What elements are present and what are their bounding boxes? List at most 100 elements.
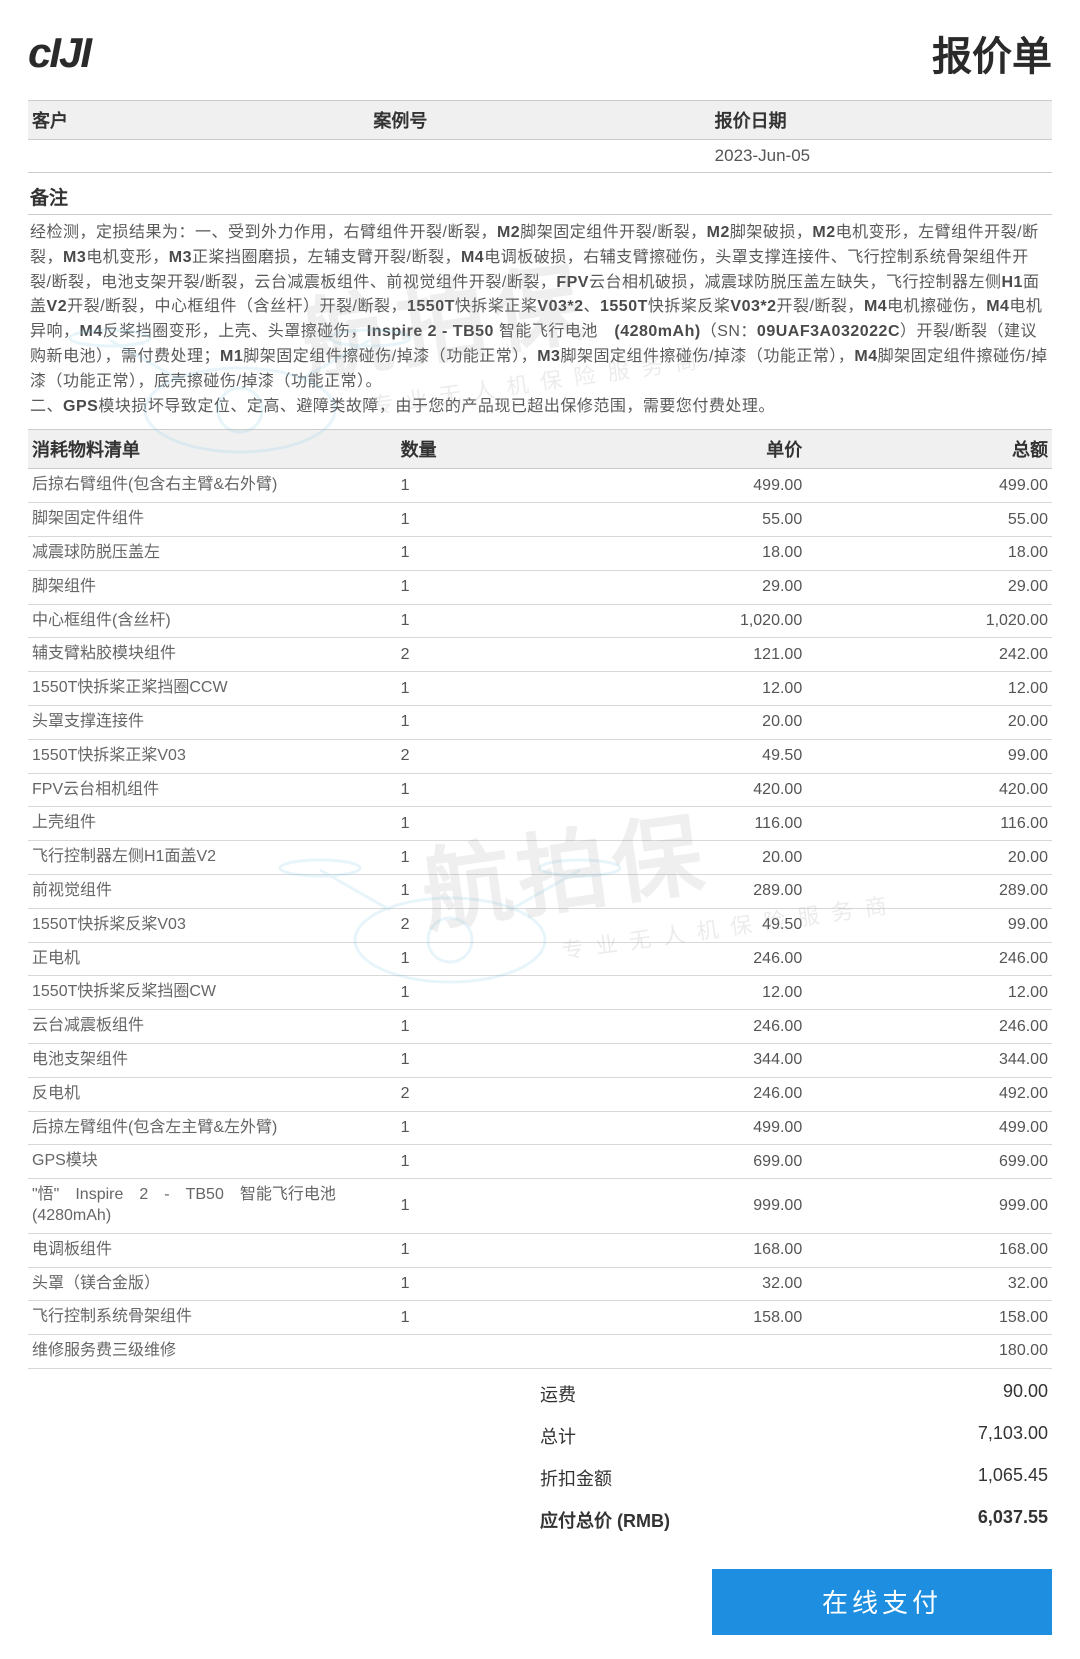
summary-value: 1,065.45 xyxy=(804,1465,1048,1491)
table-row: 头罩支撑连接件120.0020.00 xyxy=(28,706,1052,740)
summary-row: 总计7,103.00 xyxy=(28,1415,1052,1457)
item-total: 499.00 xyxy=(806,471,1052,501)
item-total: 246.00 xyxy=(806,1012,1052,1042)
item-total: 18.00 xyxy=(806,538,1052,568)
item-unit: 499.00 xyxy=(540,471,806,501)
table-row: 电池支架组件1344.00344.00 xyxy=(28,1044,1052,1078)
item-total: 999.00 xyxy=(806,1191,1052,1221)
items-header-name: 消耗物料清单 xyxy=(28,430,397,468)
item-name: 中心框组件(含丝杆) xyxy=(28,605,397,638)
item-name: 头罩支撑连接件 xyxy=(28,706,397,739)
summary-value: 6,037.55 xyxy=(804,1507,1048,1533)
item-name: 反电机 xyxy=(28,1078,397,1111)
item-qty: 1 xyxy=(397,572,540,602)
summary-container: 运费90.00总计7,103.00折扣金额1,065.45应付总价 (RMB)6… xyxy=(28,1373,1052,1541)
item-qty: 1 xyxy=(397,1191,540,1221)
item-unit: 420.00 xyxy=(540,775,806,805)
item-qty xyxy=(397,1345,540,1357)
item-qty: 1 xyxy=(397,471,540,501)
item-qty: 1 xyxy=(397,606,540,636)
table-row: 1550T快拆桨反桨挡圈CW112.0012.00 xyxy=(28,976,1052,1010)
item-qty: 2 xyxy=(397,741,540,771)
item-qty: 1 xyxy=(397,707,540,737)
item-name: 电调板组件 xyxy=(28,1234,397,1267)
item-name: 正电机 xyxy=(28,943,397,976)
item-total: 20.00 xyxy=(806,843,1052,873)
item-name: 1550T快拆桨正桨V03 xyxy=(28,740,397,773)
summary-row: 运费90.00 xyxy=(28,1373,1052,1415)
table-row: FPV云台相机组件1420.00420.00 xyxy=(28,774,1052,808)
item-total: 246.00 xyxy=(806,944,1052,974)
item-unit: 29.00 xyxy=(540,572,806,602)
item-total: 158.00 xyxy=(806,1303,1052,1333)
table-row: 电调板组件1168.00168.00 xyxy=(28,1234,1052,1268)
item-total: 420.00 xyxy=(806,775,1052,805)
item-name: 云台减震板组件 xyxy=(28,1010,397,1043)
item-total: 12.00 xyxy=(806,674,1052,704)
item-name: 前视觉组件 xyxy=(28,875,397,908)
table-row: GPS模块1699.00699.00 xyxy=(28,1145,1052,1179)
item-qty: 1 xyxy=(397,1045,540,1075)
item-unit: 32.00 xyxy=(540,1269,806,1299)
summary-label: 总计 xyxy=(540,1423,804,1449)
brand-logo: cIJI xyxy=(28,29,90,77)
item-unit: 168.00 xyxy=(540,1235,806,1265)
summary-label: 折扣金额 xyxy=(540,1465,804,1491)
pay-online-button[interactable]: 在线支付 xyxy=(712,1569,1052,1635)
item-unit: 158.00 xyxy=(540,1303,806,1333)
item-total: 116.00 xyxy=(806,809,1052,839)
table-row: 1550T快拆桨正桨V03249.5099.00 xyxy=(28,740,1052,774)
items-header-qty: 数量 xyxy=(397,430,540,468)
item-name: 维修服务费三级维修 xyxy=(28,1335,397,1368)
item-qty: 1 xyxy=(397,1269,540,1299)
item-qty: 1 xyxy=(397,775,540,805)
item-qty: 1 xyxy=(397,1235,540,1265)
table-row: 飞行控制器左侧H1面盖V2120.0020.00 xyxy=(28,841,1052,875)
item-total: 180.00 xyxy=(806,1336,1052,1366)
item-name: 脚架固定件组件 xyxy=(28,503,397,536)
item-qty: 2 xyxy=(397,640,540,670)
item-name: 头罩（镁合金版） xyxy=(28,1268,397,1301)
item-total: 168.00 xyxy=(806,1235,1052,1265)
item-unit: 246.00 xyxy=(540,944,806,974)
item-unit: 49.50 xyxy=(540,910,806,940)
item-unit: 12.00 xyxy=(540,978,806,1008)
item-total: 1,020.00 xyxy=(806,606,1052,636)
item-name: 1550T快拆桨反桨V03 xyxy=(28,909,397,942)
info-value-customer xyxy=(28,140,369,172)
item-qty: 1 xyxy=(397,505,540,535)
summary-row: 应付总价 (RMB)6,037.55 xyxy=(28,1499,1052,1541)
table-row: 反电机2246.00492.00 xyxy=(28,1078,1052,1112)
item-qty: 1 xyxy=(397,944,540,974)
summary-label: 应付总价 (RMB) xyxy=(540,1507,804,1533)
table-row: 维修服务费三级维修 180.00 xyxy=(28,1335,1052,1369)
item-name: 减震球防脱压盖左 xyxy=(28,537,397,570)
item-name: 1550T快拆桨正桨挡圈CCW xyxy=(28,672,397,705)
page-title: 报价单 xyxy=(932,24,1052,82)
item-qty: 1 xyxy=(397,1113,540,1143)
item-total: 32.00 xyxy=(806,1269,1052,1299)
item-qty: 1 xyxy=(397,1303,540,1333)
table-row: 脚架组件129.0029.00 xyxy=(28,571,1052,605)
item-total: 699.00 xyxy=(806,1147,1052,1177)
item-qty: 1 xyxy=(397,1012,540,1042)
item-total: 99.00 xyxy=(806,741,1052,771)
table-row: 辅支臂粘胶模块组件2121.00242.00 xyxy=(28,638,1052,672)
table-row: 后掠左臂组件(包含左主臂&左外臂)1499.00499.00 xyxy=(28,1112,1052,1146)
item-total: 12.00 xyxy=(806,978,1052,1008)
item-name: 辅支臂粘胶模块组件 xyxy=(28,638,397,671)
summary-value: 90.00 xyxy=(804,1381,1048,1407)
item-unit: 246.00 xyxy=(540,1079,806,1109)
item-qty: 1 xyxy=(397,809,540,839)
table-row: 云台减震板组件1246.00246.00 xyxy=(28,1010,1052,1044)
item-qty: 1 xyxy=(397,538,540,568)
table-row: 上壳组件1116.00116.00 xyxy=(28,807,1052,841)
info-header-quotedate: 报价日期 xyxy=(711,101,1052,139)
item-name: 脚架组件 xyxy=(28,571,397,604)
item-unit: 12.00 xyxy=(540,674,806,704)
table-row: 脚架固定件组件155.0055.00 xyxy=(28,503,1052,537)
item-total: 20.00 xyxy=(806,707,1052,737)
item-unit: 18.00 xyxy=(540,538,806,568)
table-row: 中心框组件(含丝杆)11,020.001,020.00 xyxy=(28,605,1052,639)
items-container: 后掠右臂组件(包含右主臂&右外臂)1499.00499.00脚架固定件组件155… xyxy=(28,469,1052,1369)
